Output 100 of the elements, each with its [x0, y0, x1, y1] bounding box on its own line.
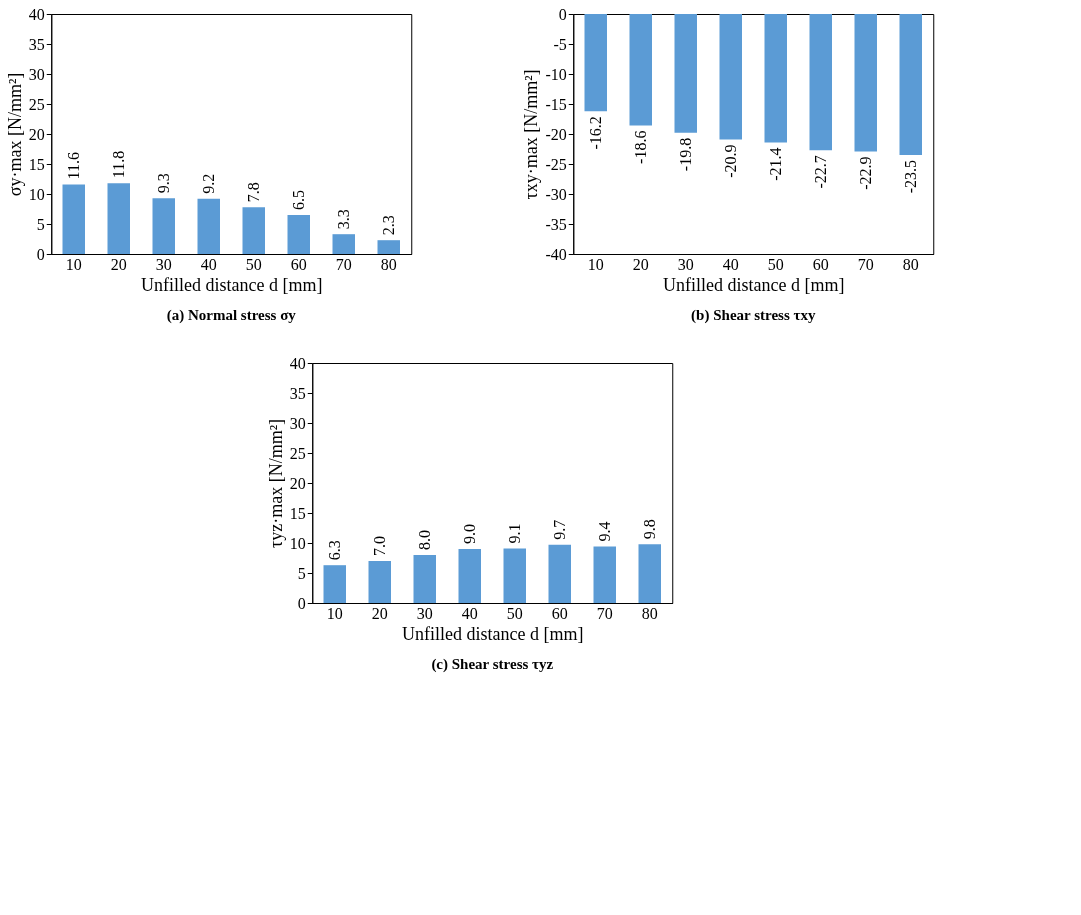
y-tick-label: -20 — [545, 125, 567, 143]
data-label: -19.8 — [676, 137, 694, 172]
data-label: 9.3 — [154, 173, 172, 194]
data-label: -20.9 — [721, 144, 739, 178]
y-tick-label: 0 — [297, 594, 306, 612]
x-tick-label: 40 — [461, 604, 478, 622]
y-tick-label: -5 — [553, 35, 567, 53]
x-tick-label: 10 — [587, 255, 604, 273]
x-tick-label: 30 — [155, 255, 172, 273]
x-tick-label: 10 — [326, 604, 343, 622]
y-tick-label: 0 — [558, 5, 567, 23]
x-tick-label: 20 — [632, 255, 649, 273]
x-axis-title: Unfilled distance d [mm] — [141, 274, 323, 295]
data-label: 7.8 — [244, 182, 262, 203]
y-tick-label: 40 — [28, 5, 45, 23]
y-tick-label: 35 — [28, 35, 45, 53]
bar — [413, 555, 436, 603]
data-label: 9.7 — [550, 519, 568, 540]
x-tick-label: 80 — [380, 255, 397, 273]
y-tick-label: 15 — [28, 155, 45, 173]
x-tick-label: 10 — [65, 255, 82, 273]
text: (c) Shear stress τyz — [431, 656, 554, 673]
bar — [638, 544, 661, 603]
data-label: -22.7 — [811, 155, 829, 189]
x-tick-label: 60 — [812, 255, 829, 273]
y-tick-label: 30 — [289, 414, 306, 432]
y-tick-label: 25 — [289, 444, 306, 462]
x-tick-label: 60 — [551, 604, 568, 622]
bar — [548, 544, 571, 603]
y-tick-label: -10 — [545, 65, 567, 83]
x-tick-label: 40 — [722, 255, 739, 273]
x-tick-label: 70 — [335, 255, 352, 273]
y-tick-label: 35 — [289, 384, 306, 402]
bar — [368, 561, 391, 603]
x-tick-label: 40 — [200, 255, 217, 273]
y-axis-title: τyz·max [N/mm²] — [265, 418, 286, 549]
bar — [332, 234, 355, 254]
bar — [458, 549, 481, 603]
x-tick-label: 50 — [767, 255, 784, 273]
bar — [377, 240, 400, 254]
y-tick-label: 10 — [28, 185, 45, 203]
y-tick-label: 30 — [28, 65, 45, 83]
data-label: 8.0 — [415, 530, 433, 550]
x-tick-label: 60 — [290, 255, 307, 273]
data-label: 9.0 — [460, 524, 478, 544]
y-tick-label: 25 — [28, 95, 45, 113]
data-label: 6.3 — [325, 540, 343, 561]
y-tick-label: -30 — [545, 185, 567, 203]
y-tick-label: -25 — [545, 155, 567, 173]
y-tick-label: -40 — [545, 245, 567, 263]
y-tick-label: -15 — [545, 95, 567, 113]
x-tick-label: 20 — [371, 604, 388, 622]
data-label: 9.1 — [505, 523, 523, 544]
data-label: 7.0 — [370, 536, 388, 556]
x-tick-label: 20 — [110, 255, 127, 273]
bar — [107, 183, 130, 254]
y-tick-label: 20 — [289, 474, 306, 492]
bar — [242, 207, 265, 254]
y-tick-label: 0 — [36, 245, 45, 263]
x-tick-label: 50 — [506, 604, 523, 622]
data-label: -22.9 — [856, 156, 874, 190]
data-label: -16.2 — [586, 116, 604, 150]
data-label: 9.4 — [595, 521, 613, 542]
x-axis-title: Unfilled distance d [mm] — [402, 623, 584, 644]
data-label: 9.8 — [640, 519, 658, 540]
data-label: -18.6 — [631, 130, 649, 164]
y-tick-label: 5 — [36, 215, 45, 233]
y-tick-label: 5 — [297, 564, 306, 582]
x-tick-label: 80 — [641, 604, 658, 622]
data-label: 11.8 — [109, 150, 127, 179]
y-tick-label: 10 — [289, 534, 306, 552]
y-tick-label: 40 — [289, 354, 306, 372]
data-label: 6.5 — [289, 190, 307, 210]
x-axis-title: Unfilled distance d [mm] — [663, 274, 845, 295]
bar — [152, 198, 175, 254]
y-axis-title: τxy·max [N/mm²] — [521, 69, 542, 200]
x-tick-label: 70 — [857, 255, 874, 273]
y-tick-label: 15 — [289, 504, 306, 522]
x-tick-label: 50 — [245, 255, 262, 273]
data-label: 9.2 — [199, 173, 217, 194]
bar — [323, 565, 346, 603]
data-label: 11.6 — [64, 151, 82, 180]
data-label: -23.5 — [901, 160, 919, 194]
text: (b) Shear stress τxy — [691, 307, 816, 324]
bar — [593, 546, 616, 603]
x-tick-label: 30 — [677, 255, 694, 273]
bar — [503, 548, 526, 603]
y-tick-label: 20 — [28, 125, 45, 143]
x-tick-label: 80 — [902, 255, 919, 273]
x-tick-label: 30 — [416, 604, 433, 622]
bar — [197, 198, 220, 254]
bar — [62, 184, 85, 254]
text: (a) Normal stress σy — [166, 307, 297, 324]
bar — [287, 215, 310, 254]
data-label: -21.4 — [766, 147, 784, 181]
x-tick-label: 70 — [596, 604, 613, 622]
y-axis-title: σy·max [N/mm²] — [4, 72, 25, 197]
data-label: 2.3 — [379, 215, 397, 236]
y-tick-label: -35 — [545, 215, 567, 233]
data-label: 3.3 — [334, 209, 352, 230]
